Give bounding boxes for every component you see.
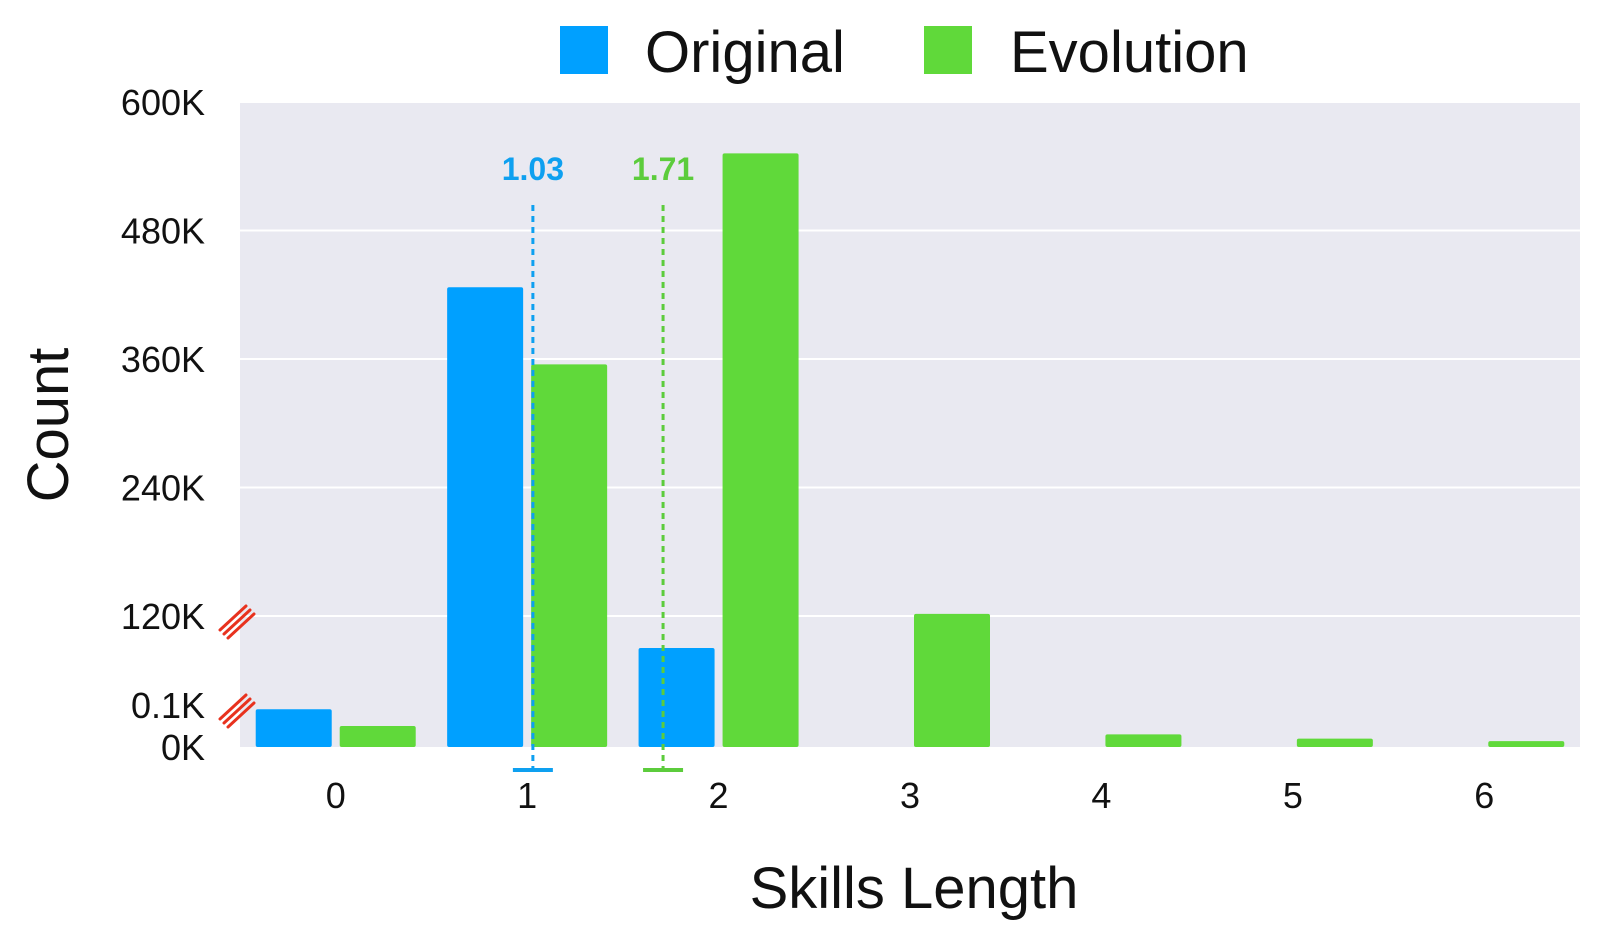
bar-evolution-2 — [722, 153, 799, 747]
y-tick-label: 240K — [121, 468, 205, 509]
bar-original-1 — [447, 287, 524, 747]
legend-label-evolution: Evolution — [1010, 20, 1249, 85]
x-tick-label: 1 — [517, 775, 537, 816]
axis-break-icon — [218, 604, 256, 640]
mean-markers: 1.03 1.71 — [502, 151, 694, 772]
axis-break-stroke — [226, 701, 256, 729]
y-tick-label: 600K — [121, 82, 205, 123]
bar-evolution-4 — [1105, 734, 1182, 747]
y-tick-label: 480K — [121, 211, 205, 252]
axis-break-stroke — [222, 697, 252, 725]
bar-evolution-3 — [914, 613, 990, 747]
axis-break-stroke — [226, 612, 256, 640]
x-tick-label: 0 — [326, 775, 346, 816]
bar-evolution-0 — [339, 726, 416, 747]
legend-swatch-original — [560, 26, 608, 74]
axis-break-stroke — [218, 693, 248, 721]
y-tick-label: 120K — [121, 596, 205, 637]
legend-label-original: Original — [645, 20, 845, 85]
legend: Original Evolution — [560, 20, 1249, 85]
y-tick-label: 0.1K — [131, 685, 205, 726]
bar-evolution-6 — [1488, 741, 1565, 747]
mean-label-original: 1.03 — [502, 151, 564, 187]
y-axis-title: Count — [16, 348, 81, 503]
bar-original-0 — [255, 709, 332, 747]
axis-break-stroke — [222, 608, 252, 636]
x-tick-label: 2 — [709, 775, 729, 816]
axis-break-icon — [218, 693, 256, 729]
bar-evolution-5 — [1296, 738, 1373, 747]
bars — [255, 153, 1565, 747]
plot-background — [240, 102, 1580, 747]
x-tick-label: 3 — [900, 775, 920, 816]
mean-label-evolution: 1.71 — [632, 151, 694, 187]
x-tick-label: 4 — [1091, 775, 1111, 816]
x-axis-title: Skills Length — [750, 856, 1079, 921]
y-tick-label: 0K — [161, 727, 205, 768]
axis-break-stroke — [218, 604, 248, 632]
x-tick-label: 5 — [1283, 775, 1303, 816]
y-tick-label: 360K — [121, 339, 205, 380]
bar-evolution-1 — [531, 364, 608, 747]
axes: 0K0.1K 120K 240K 360K 480K 600K 0 1 2 3 4 5 6 — [121, 82, 1494, 816]
bar-original-2 — [638, 648, 715, 747]
legend-swatch-evolution — [924, 26, 972, 74]
x-tick-label: 6 — [1474, 775, 1494, 816]
